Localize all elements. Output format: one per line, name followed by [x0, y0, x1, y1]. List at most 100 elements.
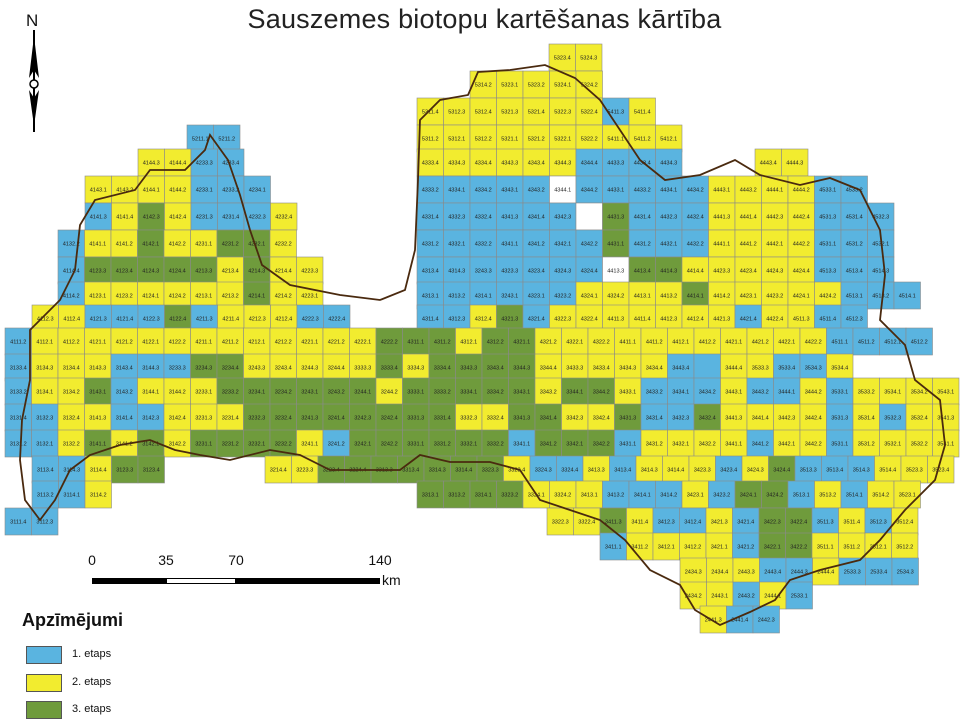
grid-cell-fill [163, 327, 191, 356]
grid-cell-fill [814, 256, 842, 285]
grid-cell-label: 3412.1 [658, 545, 675, 551]
grid-cell: 3341.1 [508, 429, 536, 458]
grid-cell: 4442.4 [787, 202, 815, 231]
grid-cell-label: 3112.3 [36, 520, 53, 526]
grid-cell-fill [296, 256, 324, 285]
grid-cell: 5312.3 [443, 97, 471, 126]
grid-cell: 4123.4 [110, 256, 138, 285]
grid-cell: 3412.3 [652, 507, 680, 536]
grid-cell: 4341.4 [522, 202, 550, 231]
grid-cell: 3512.1 [864, 532, 892, 561]
grid-cell-label: 3134.3 [36, 366, 53, 372]
grid-cell-fill [602, 304, 630, 333]
grid-cell-fill [773, 327, 801, 356]
grid-cell: 3411.4 [626, 507, 654, 536]
grid-cell-label: 3134.4 [63, 366, 80, 372]
grid-cell: 3433.2 [640, 377, 668, 406]
grid-cell-label: 4312.1 [460, 340, 477, 346]
grid-cell-fill [455, 327, 483, 356]
grid-cell: 3334.2 [481, 377, 509, 406]
grid-cell-label: 3332.4 [487, 416, 504, 422]
grid-cell: 3441.2 [746, 429, 774, 458]
grid-cell: 4124.2 [163, 281, 191, 310]
grid-cell-label: 4334.2 [475, 188, 492, 194]
grid-cell: 4232.1 [243, 229, 271, 258]
grid-cell-label: 4141.2 [116, 242, 133, 248]
grid-cell: 4141.2 [110, 229, 138, 258]
grid-cell-label: 3143.1 [89, 390, 106, 396]
grid-cell-label: 3114.3 [63, 468, 80, 474]
grid-cell-fill [852, 327, 880, 356]
grid-cell-fill [110, 256, 138, 285]
grid-cell-label: 3143.3 [89, 366, 106, 372]
grid-cell: 4431.1 [602, 229, 630, 258]
grid-cell: 3342.1 [561, 429, 589, 458]
grid-cell: 4434.2 [681, 175, 709, 204]
grid-cell: 4334.4 [469, 148, 497, 177]
grid-cell-fill [496, 202, 524, 231]
grid-cell-fill [814, 202, 842, 231]
grid-cell: 4533.2 [840, 175, 868, 204]
grid-cell-label: 3144.3 [142, 366, 159, 372]
grid-cell-label: 3531.1 [831, 442, 848, 448]
grid-cell-label: 3241.2 [328, 442, 345, 448]
grid-cell-label: 4212.2 [275, 340, 292, 346]
grid-cell-fill [575, 202, 603, 231]
grid-cell: 3113.2 [31, 480, 59, 509]
grid-cell-label: 4214.1 [248, 294, 265, 300]
grid-cell: 3334.3 [402, 353, 430, 382]
grid-cell: 3242.4 [375, 403, 403, 432]
grid-cell: 3432.4 [693, 403, 721, 432]
grid-cell-fill [582, 455, 610, 484]
grid-cell-label: 3231.3 [195, 416, 212, 422]
grid-cell-label: 3511.2 [843, 545, 860, 551]
grid-cell-label: 3144.2 [169, 390, 186, 396]
grid-cell-label: 3332.3 [460, 416, 477, 422]
grid-cell: 3443.2 [746, 377, 774, 406]
grid-cell-fill [759, 557, 787, 586]
grid-cell: 5312.1 [443, 124, 471, 153]
grid-cell-label: 3533.2 [858, 390, 875, 396]
grid-cell: 5412.1 [655, 124, 683, 153]
grid-cell-label: 3534.2 [911, 390, 928, 396]
grid-cell-label: 4432.2 [687, 242, 704, 248]
grid-cell-label: 3531.2 [858, 442, 875, 448]
grid-cell-label: 4512.1 [884, 340, 901, 346]
grid-cell: 4412.2 [693, 327, 721, 356]
grid-cell-fill [496, 281, 524, 310]
grid-cell-label: 3134.2 [63, 390, 80, 396]
grid-cell: 3541.1 [932, 429, 960, 458]
grid-cell: 4444.1 [761, 175, 789, 204]
grid-cell-label: 4231.4 [222, 215, 239, 221]
grid-cell: 3532.4 [905, 403, 933, 432]
grid-cell: 4122.2 [163, 327, 191, 356]
grid-cell: 3134.3 [31, 353, 59, 382]
grid-cell-label: 4324.1 [581, 294, 598, 300]
grid-cell-label: 4211.1 [195, 340, 212, 346]
grid-cell-label: 3414.2 [660, 493, 677, 499]
grid-cell-label: 4212.3 [249, 317, 266, 323]
grid-cell: 2441.3 [699, 605, 727, 634]
grid-cell-label: 3511.3 [817, 520, 834, 526]
grid-cell-label: 3422.2 [790, 545, 807, 551]
grid-cell: 3244.3 [296, 353, 324, 382]
grid-cell: 4221.1 [296, 327, 324, 356]
grid-cell: 4112.2 [57, 327, 85, 356]
grid-cell-fill [443, 256, 471, 285]
grid-cell-label: 3531.4 [858, 416, 875, 422]
grid-cell-label: 4144.1 [143, 188, 160, 194]
grid-cell-fill [216, 353, 244, 382]
grid-cell-label: 4121.4 [116, 317, 133, 323]
grid-cell-fill [575, 148, 603, 177]
grid-cell-label: 4512.3 [846, 317, 863, 323]
grid-cell-label: 3343.4 [487, 366, 504, 372]
grid-cell: 3332.4 [481, 403, 509, 432]
grid-cell-label: 4142.2 [169, 242, 186, 248]
grid-cell: 5321.1 [496, 124, 524, 153]
grid-cell-label: 4444.1 [766, 188, 783, 194]
grid-cell: 3234.2 [269, 377, 297, 406]
grid-cell-label: 5322.1 [554, 137, 571, 143]
grid-cell-fill [110, 377, 138, 406]
grid-cell-label: 3532.1 [884, 442, 901, 448]
grid-cell-label: 3232.3 [248, 416, 265, 422]
